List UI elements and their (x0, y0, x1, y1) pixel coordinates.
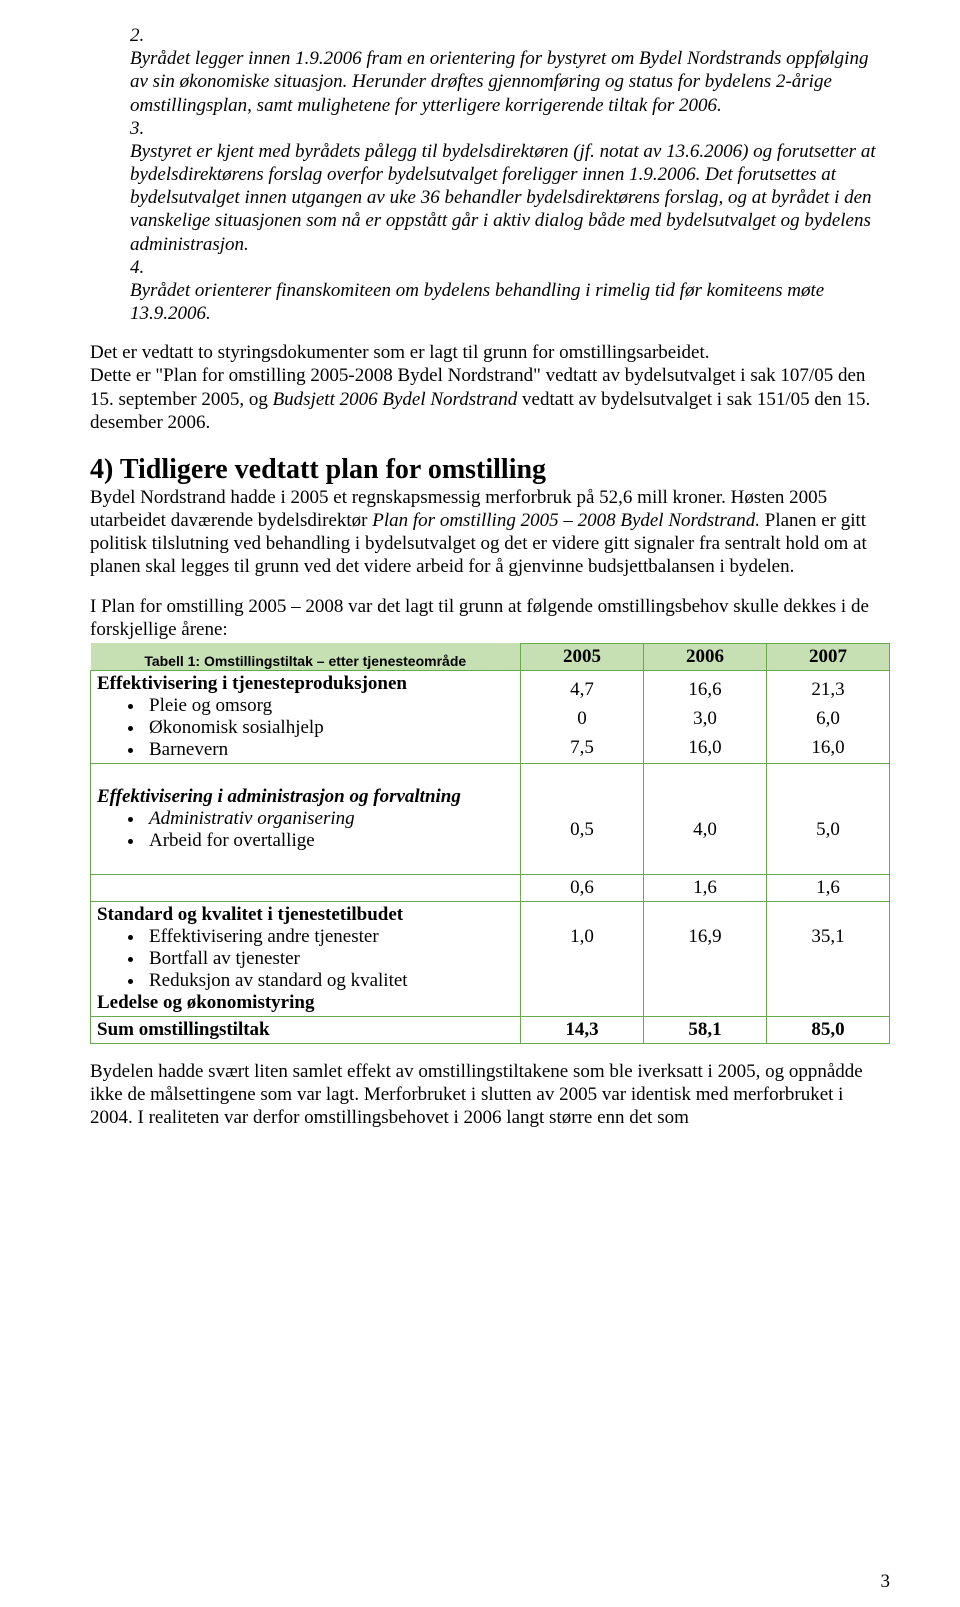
list-item: Bortfall av tjenester (145, 948, 514, 970)
table-gap-row (91, 763, 890, 784)
group2-title: Effektivisering i administrasjon og forv… (97, 786, 461, 807)
list-item: Barnevern (145, 739, 514, 761)
list-item: Arbeid for overtallige (145, 830, 514, 852)
table-row: Effektivisering i administrasjon og forv… (91, 784, 890, 791)
section-4-paragraph-1: Bydel Nordstrand hadde i 2005 et regnska… (90, 486, 890, 579)
table-1-omstillingstiltak: Tabell 1: Omstillingstiltak – etter tjen… (90, 643, 890, 1044)
group1-bullets: Pleie og omsorg Økonomisk sosialhjelp Ba… (97, 695, 514, 761)
list-item: Administrativ organisering (145, 808, 514, 830)
list-item: Økonomisk sosialhjelp (145, 717, 514, 739)
table-row: Standard og kvalitet i tjenestetilbudet … (91, 901, 890, 972)
item-number-4: 4. (130, 256, 890, 279)
numbered-resolution-block: 2. Byrådet legger innen 1.9.2006 fram en… (130, 24, 890, 325)
group4-title: Ledelse og økonomistyring (97, 992, 314, 1013)
sec4-p1-ital: Plan for omstilling 2005 – 2008 Bydel No… (372, 510, 760, 531)
document-page: 2. Byrådet legger innen 1.9.2006 fram en… (0, 0, 960, 1607)
list-item: Pleie og omsorg (145, 695, 514, 717)
group1-title: Effektivisering i tjenesteproduksjonen (97, 673, 407, 694)
item-text-4: Byrådet orienterer finanskomiteen om byd… (130, 279, 890, 325)
body-para1-line1: Det er vedtatt to styringsdokumenter som… (90, 342, 710, 363)
section-4-paragraph-2: I Plan for omstilling 2005 – 2008 var de… (90, 595, 890, 641)
group2-bullets: Administrativ organisering Arbeid for ov… (97, 808, 514, 852)
item-text-3: Bystyret er kjent med byrådets pålegg ti… (130, 140, 890, 256)
table-row: 0,6 1,6 1,6 (91, 874, 890, 901)
list-item: Reduksjon av standard og kvalitet (145, 970, 514, 992)
group3-bullets: Effektivisering andre tjenester Bortfall… (97, 926, 514, 992)
col-year-2006: 2006 (644, 643, 767, 670)
table-1-caption: Tabell 1: Omstillingstiltak – etter tjen… (144, 653, 466, 669)
col-year-2005: 2005 (521, 643, 644, 670)
table-gap-row (91, 854, 890, 875)
table-sum-row: Sum omstillingstiltak 14,3 58,1 85,0 (91, 1016, 890, 1043)
item-number-3: 3. (130, 117, 890, 140)
item-number-2: 2. (130, 24, 890, 47)
body-para1-ital: Budsjett 2006 Bydel Nordstrand (273, 389, 518, 410)
table-header-row: Tabell 1: Omstillingstiltak – etter tjen… (91, 643, 890, 670)
col-year-2007: 2007 (767, 643, 890, 670)
section-4-heading: 4) Tidligere vedtatt plan for omstilling (90, 454, 890, 486)
body-paragraph-1: Det er vedtatt to styringsdokumenter som… (90, 341, 890, 434)
group3-title: Standard og kvalitet i tjenestetilbudet (97, 904, 403, 925)
page-number: 3 (881, 1571, 891, 1593)
closing-paragraph: Bydelen hadde svært liten samlet effekt … (90, 1060, 890, 1130)
item-text-2: Byrådet legger innen 1.9.2006 fram en or… (130, 47, 890, 117)
list-item: Effektivisering andre tjenester (145, 926, 514, 948)
